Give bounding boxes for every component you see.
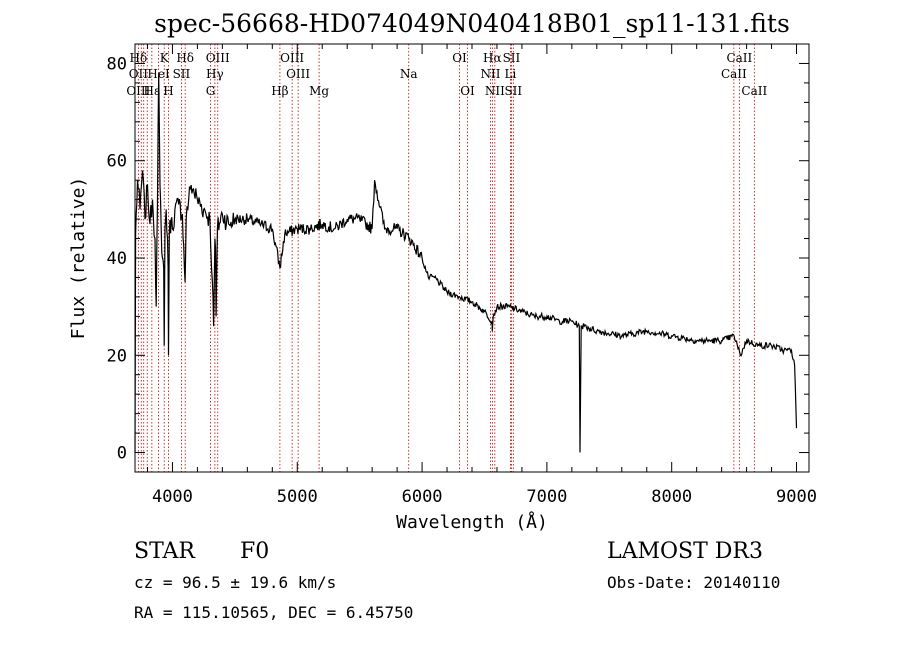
y-axis-ticks: 0 20 40 60 80 xyxy=(107,43,809,473)
y-tick-label: 80 xyxy=(107,54,127,74)
coordinates: RA = 115.10565, DEC = 6.45750 xyxy=(134,603,414,622)
x-axis-label: Wavelength (Å) xyxy=(396,511,548,533)
plot-frame xyxy=(134,43,810,473)
line-label: Hδ xyxy=(176,51,194,65)
line-label: OI xyxy=(460,84,475,98)
line-label: Li xyxy=(505,67,517,81)
line-label: CaII xyxy=(726,51,752,65)
x-axis-ticks: 4000 5000 6000 7000 8000 9000 xyxy=(146,44,817,507)
redshift-cz: cz = 96.5 ± 19.6 km/s xyxy=(134,573,337,592)
object-class: STAR xyxy=(134,539,195,564)
y-tick-label: 40 xyxy=(107,249,127,269)
line-label: OI xyxy=(452,51,467,65)
line-label: OIII xyxy=(126,84,150,98)
line-label: Hδ xyxy=(130,51,148,65)
line-label: SII xyxy=(173,67,191,81)
line-label: Hβ xyxy=(271,84,288,98)
x-tick-label: 7000 xyxy=(526,487,567,507)
line-label: Hγ xyxy=(206,67,224,81)
survey-name: LAMOST DR3 xyxy=(607,539,763,564)
x-tick-label: 8000 xyxy=(651,487,692,507)
line-label: SII xyxy=(503,51,521,65)
line-label: Hα xyxy=(483,51,502,65)
y-axis-label: Flux (relative) xyxy=(68,177,89,340)
y-tick-label: 20 xyxy=(107,346,127,366)
x-tick-label: 9000 xyxy=(776,487,817,507)
line-label: SII xyxy=(504,84,522,98)
line-label: NII xyxy=(480,67,500,81)
line-label: CaII xyxy=(721,67,747,81)
spectrum-line xyxy=(134,73,798,453)
line-markers xyxy=(137,44,755,472)
line-label: NII xyxy=(485,84,505,98)
line-label: OIII xyxy=(206,51,230,65)
x-tick-label: 5000 xyxy=(277,487,318,507)
line-label: OII xyxy=(129,67,149,81)
y-tick-label: 60 xyxy=(107,152,127,172)
chart-title: spec-56668-HD074049N040418B01_sp11-131.f… xyxy=(154,9,790,38)
y-tick-label: 0 xyxy=(117,444,127,464)
obs-date: Obs-Date: 20140110 xyxy=(607,573,781,592)
line-label: K xyxy=(160,51,170,65)
line-label: Mg xyxy=(309,84,329,98)
x-tick-label: 4000 xyxy=(152,487,193,507)
line-label: OIII xyxy=(280,51,304,65)
object-subclass: F0 xyxy=(240,539,270,564)
line-label: H xyxy=(163,84,173,98)
x-tick-label: 6000 xyxy=(402,487,443,507)
line-label: CaII xyxy=(741,84,767,98)
line-label: Na xyxy=(400,67,418,81)
line-label: G xyxy=(206,84,216,98)
line-label: Hε xyxy=(144,84,161,98)
line-label: OIII xyxy=(286,67,310,81)
